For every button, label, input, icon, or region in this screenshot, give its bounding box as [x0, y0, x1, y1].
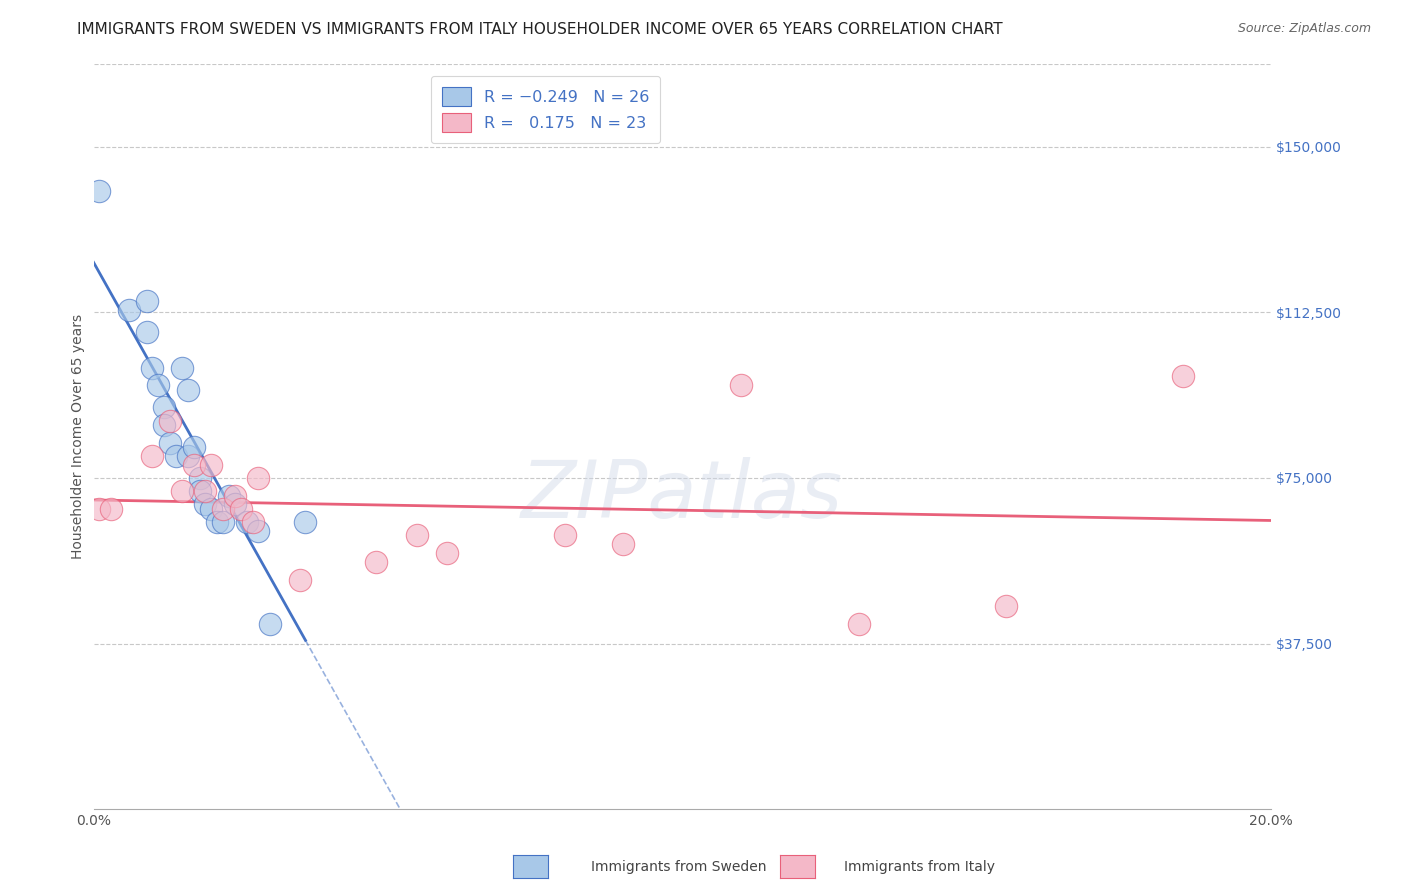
Point	[259, 616, 281, 631]
Point	[141, 449, 163, 463]
Y-axis label: Householder Income Over 65 years: Householder Income Over 65 years	[72, 314, 86, 559]
Point	[612, 537, 634, 551]
Point	[554, 528, 576, 542]
Point	[89, 184, 111, 198]
Point	[159, 435, 181, 450]
Point	[218, 489, 240, 503]
Point	[436, 546, 458, 560]
Point	[165, 449, 187, 463]
Point	[235, 515, 257, 529]
Point	[118, 303, 141, 318]
Point	[177, 449, 200, 463]
Point	[200, 501, 222, 516]
Point	[212, 501, 235, 516]
Text: IMMIGRANTS FROM SWEDEN VS IMMIGRANTS FROM ITALY HOUSEHOLDER INCOME OVER 65 YEARS: IMMIGRANTS FROM SWEDEN VS IMMIGRANTS FRO…	[77, 22, 1002, 37]
Point	[194, 484, 217, 499]
Point	[229, 501, 252, 516]
Point	[200, 458, 222, 472]
Point	[730, 378, 752, 392]
Point	[194, 498, 217, 512]
Point	[183, 458, 205, 472]
Point	[224, 498, 246, 512]
Point	[170, 360, 193, 375]
Legend: R = −0.249   N = 26, R =   0.175   N = 23: R = −0.249 N = 26, R = 0.175 N = 23	[432, 76, 661, 144]
Point	[242, 515, 264, 529]
Point	[159, 413, 181, 427]
Point	[100, 501, 122, 516]
Text: Immigrants from Sweden: Immigrants from Sweden	[591, 860, 766, 874]
Point	[366, 555, 388, 569]
Point	[406, 528, 429, 542]
Point	[135, 325, 157, 339]
Point	[995, 599, 1018, 613]
Point	[1171, 369, 1194, 384]
Point	[848, 616, 870, 631]
Point	[288, 573, 311, 587]
Point	[224, 489, 246, 503]
Text: Source: ZipAtlas.com: Source: ZipAtlas.com	[1237, 22, 1371, 36]
Point	[188, 471, 211, 485]
Point	[153, 401, 176, 415]
Point	[177, 383, 200, 397]
Point	[153, 417, 176, 432]
Point	[294, 515, 316, 529]
Point	[212, 515, 235, 529]
Point	[247, 471, 270, 485]
Text: ZIPatlas: ZIPatlas	[522, 458, 844, 535]
Point	[135, 294, 157, 309]
Point	[188, 484, 211, 499]
Point	[170, 484, 193, 499]
Point	[247, 524, 270, 538]
Text: Immigrants from Italy: Immigrants from Italy	[844, 860, 994, 874]
Point	[205, 515, 228, 529]
Point	[141, 360, 163, 375]
Point	[183, 440, 205, 454]
Point	[148, 378, 170, 392]
Point	[89, 501, 111, 516]
